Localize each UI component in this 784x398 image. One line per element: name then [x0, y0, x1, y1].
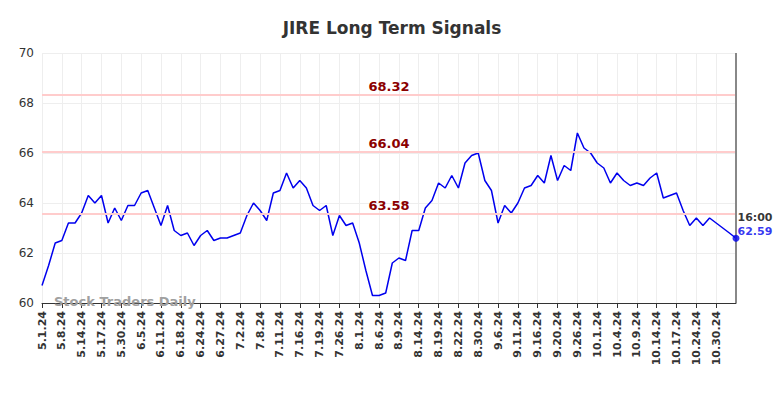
svg-text:JIRE Long Term Signals: JIRE Long Term Signals: [282, 18, 502, 38]
svg-text:6.18.24: 6.18.24: [174, 311, 187, 358]
svg-text:7.26.24: 7.26.24: [333, 311, 346, 358]
svg-text:5.14.24: 5.14.24: [75, 311, 88, 358]
svg-text:5.8.24: 5.8.24: [55, 311, 68, 350]
svg-text:9.11.24: 9.11.24: [511, 311, 524, 358]
svg-text:10.1.24: 10.1.24: [591, 311, 604, 358]
svg-text:7.8.24: 7.8.24: [254, 311, 267, 350]
svg-text:7.11.24: 7.11.24: [273, 311, 286, 358]
svg-text:5.17.24: 5.17.24: [95, 311, 108, 358]
svg-text:66.04: 66.04: [368, 136, 409, 151]
svg-text:10.9.24: 10.9.24: [630, 311, 643, 358]
svg-text:10.17.24: 10.17.24: [670, 311, 683, 366]
svg-text:7.19.24: 7.19.24: [313, 311, 326, 358]
svg-text:Stock Traders Daily: Stock Traders Daily: [54, 294, 196, 309]
svg-text:6.27.24: 6.27.24: [214, 311, 227, 358]
svg-text:10.24.24: 10.24.24: [690, 311, 703, 366]
svg-text:70: 70: [19, 46, 34, 60]
svg-text:7.16.24: 7.16.24: [293, 311, 306, 358]
svg-text:5.1.24: 5.1.24: [36, 311, 49, 350]
svg-text:10.30.24: 10.30.24: [710, 311, 723, 366]
svg-text:66: 66: [19, 146, 34, 160]
svg-text:8.19.24: 8.19.24: [432, 311, 445, 358]
svg-text:8.14.24: 8.14.24: [412, 311, 425, 358]
svg-text:5.30.24: 5.30.24: [115, 311, 128, 358]
svg-text:62.59: 62.59: [738, 225, 773, 238]
svg-text:9.6.24: 9.6.24: [492, 311, 505, 350]
svg-text:10.14.24: 10.14.24: [650, 311, 663, 366]
svg-text:16:00: 16:00: [738, 211, 773, 224]
svg-text:60: 60: [19, 296, 34, 310]
svg-text:68: 68: [19, 96, 34, 110]
svg-text:9.26.24: 9.26.24: [571, 311, 584, 358]
svg-text:8.6.24: 8.6.24: [373, 311, 386, 350]
svg-text:62: 62: [19, 246, 34, 260]
svg-text:64: 64: [19, 196, 34, 210]
svg-text:6.5.24: 6.5.24: [135, 311, 148, 350]
svg-text:8.30.24: 8.30.24: [472, 311, 485, 358]
svg-text:9.16.24: 9.16.24: [531, 311, 544, 358]
svg-text:68.32: 68.32: [368, 79, 409, 94]
svg-text:6.24.24: 6.24.24: [194, 311, 207, 358]
svg-text:8.22.24: 8.22.24: [452, 311, 465, 358]
svg-text:6.11.24: 6.11.24: [154, 311, 167, 358]
svg-text:9.20.24: 9.20.24: [551, 311, 564, 358]
svg-text:8.9.24: 8.9.24: [392, 311, 405, 350]
svg-text:8.1.24: 8.1.24: [353, 311, 366, 350]
svg-text:7.2.24: 7.2.24: [234, 311, 247, 350]
svg-text:63.58: 63.58: [368, 198, 409, 213]
svg-text:10.4.24: 10.4.24: [611, 311, 624, 358]
